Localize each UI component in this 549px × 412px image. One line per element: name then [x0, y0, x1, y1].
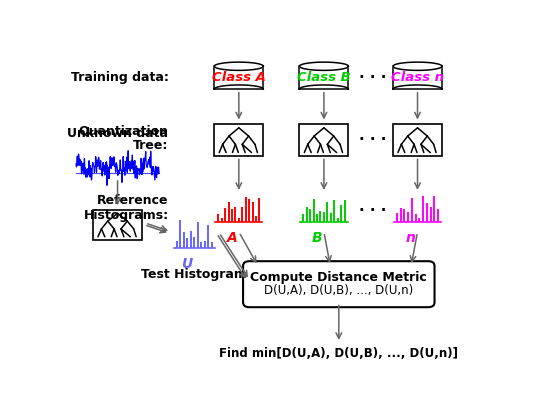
Bar: [299, 124, 349, 156]
FancyBboxPatch shape: [243, 261, 435, 307]
Text: Class B: Class B: [297, 71, 351, 84]
Text: Test Histogram: Test Histogram: [141, 268, 247, 281]
Text: Training data:: Training data:: [71, 71, 169, 84]
Text: n: n: [406, 231, 416, 245]
Polygon shape: [299, 66, 349, 89]
Bar: [393, 124, 442, 156]
Text: · · ·: · · ·: [359, 70, 386, 85]
Text: Class A: Class A: [212, 71, 266, 84]
Bar: [93, 210, 142, 240]
Text: Reference
Histograms:: Reference Histograms:: [83, 194, 169, 222]
Text: B: B: [312, 231, 322, 245]
Text: Compute Distance Metric: Compute Distance Metric: [250, 271, 427, 284]
Polygon shape: [214, 66, 264, 89]
Text: · · ·: · · ·: [359, 203, 386, 218]
Text: Quantization
Tree:: Quantization Tree:: [79, 124, 169, 152]
Text: D(U,A), D(U,B), ..., D(U,n): D(U,A), D(U,B), ..., D(U,n): [264, 284, 413, 297]
Polygon shape: [214, 62, 264, 70]
Polygon shape: [393, 62, 442, 70]
Text: · · ·: · · ·: [359, 132, 386, 147]
Text: Unknown data: Unknown data: [67, 127, 168, 140]
Text: Find min[D(U,A), D(U,B), ..., D(U,n)]: Find min[D(U,A), D(U,B), ..., D(U,n)]: [219, 347, 458, 360]
Text: U: U: [181, 257, 192, 271]
Text: A: A: [227, 231, 238, 245]
Text: Class n: Class n: [391, 71, 444, 84]
Bar: [214, 124, 264, 156]
Polygon shape: [299, 62, 349, 70]
Polygon shape: [393, 66, 442, 89]
